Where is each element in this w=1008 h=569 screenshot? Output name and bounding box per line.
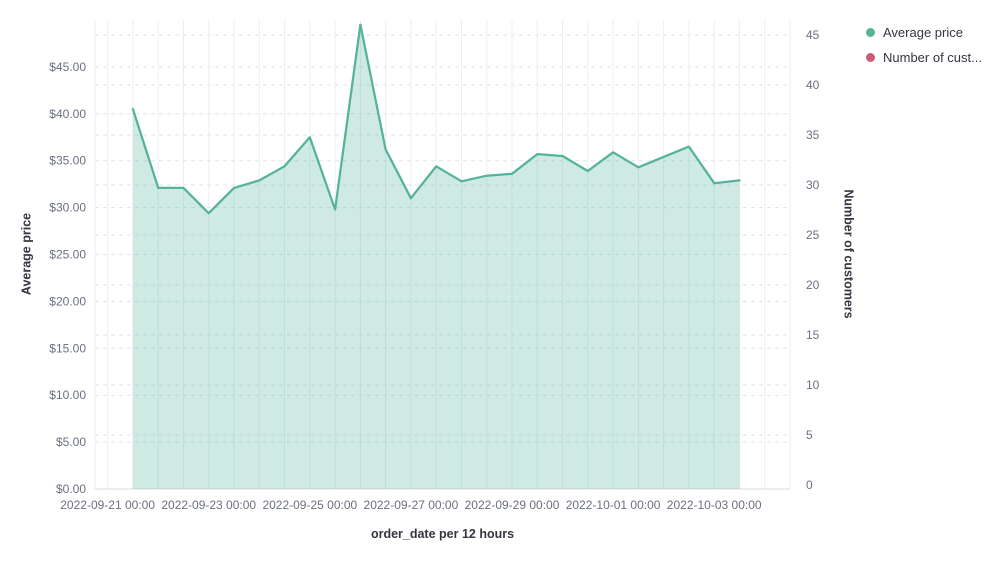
y-axis-right-tick-label: 0 <box>806 478 813 492</box>
y-axis-right-tick-label: 10 <box>806 378 820 392</box>
x-axis-tick-label: 2022-09-25 00:00 <box>262 498 357 512</box>
y-axis-left-tick-label: $30.00 <box>49 201 86 215</box>
y-axis-right-tick-label: 5 <box>806 428 813 442</box>
y-axis-left-tick-label: $0.00 <box>56 482 86 496</box>
y-axis-title-left: Average price <box>19 212 34 296</box>
y-axis-left-tick-label: $5.00 <box>56 435 86 449</box>
x-axis-title: order_date per 12 hours <box>370 527 515 541</box>
y-axis-right-tick-label: 15 <box>806 328 820 342</box>
legend-item-average-price[interactable]: Average price <box>866 25 982 40</box>
legend-item-label: Average price <box>883 25 963 40</box>
average-price-area <box>132 24 740 489</box>
y-axis-right-tick-label: 45 <box>806 28 820 42</box>
y-axis-left-tick-label: $35.00 <box>49 154 86 168</box>
legend-item-label: Number of cust... <box>883 50 982 65</box>
legend-series-dot-icon <box>866 28 875 37</box>
x-axis-tick-label: 2022-09-21 00:00 <box>60 498 155 512</box>
x-axis-tick-label: 2022-10-01 00:00 <box>566 498 661 512</box>
y-axis-left-tick-label: $15.00 <box>49 341 86 355</box>
x-axis-tick-label: 2022-09-23 00:00 <box>161 498 256 512</box>
y-axis-title-right: Number of customers <box>841 189 856 319</box>
x-axis-tick-label: 2022-10-03 00:00 <box>667 498 762 512</box>
average-price-line <box>131 23 741 215</box>
y-axis-right-tick-label: 20 <box>806 278 820 292</box>
y-axis-left-tick-label: $25.00 <box>49 248 86 262</box>
legend-item-number-of-cust[interactable]: Number of cust... <box>866 50 982 65</box>
legend-series-dot-icon <box>866 53 875 62</box>
y-axis-right-tick-label: 35 <box>806 128 820 142</box>
y-axis-left-tick-label: $20.00 <box>49 294 86 308</box>
y-axis-left-tick-label: $45.00 <box>49 60 86 74</box>
y-axis-left-tick-label: $40.00 <box>49 107 86 121</box>
y-axis-right-tick-label: 40 <box>806 78 820 92</box>
x-axis-tick-label: 2022-09-29 00:00 <box>465 498 560 512</box>
y-axis-right-tick-label: 25 <box>806 228 820 242</box>
y-axis-left-tick-label: $10.00 <box>49 388 86 402</box>
x-axis-tick-label: 2022-09-27 00:00 <box>364 498 459 512</box>
chart-legend: Average price Number of cust... <box>866 25 982 65</box>
y-axis-right-tick-label: 30 <box>806 178 820 192</box>
